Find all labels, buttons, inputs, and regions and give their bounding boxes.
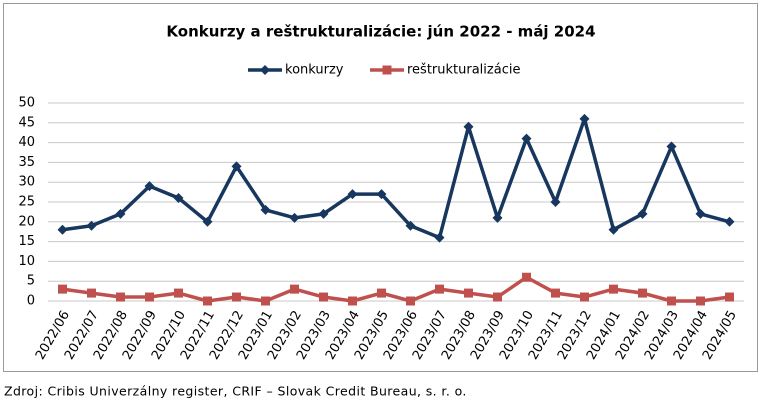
- data-point: [608, 224, 619, 235]
- data-point: [116, 292, 125, 302]
- data-point: [376, 189, 387, 200]
- y-tick-label: 35: [18, 155, 35, 170]
- data-point: [406, 296, 415, 306]
- data-point: [174, 288, 183, 298]
- legend-label: reštrukturalizácie: [407, 63, 520, 78]
- data-point: [492, 212, 503, 223]
- data-point: [145, 292, 154, 302]
- y-tick-label: 20: [18, 214, 35, 229]
- data-point: [115, 208, 126, 219]
- y-tick-label: 10: [18, 254, 35, 269]
- y-tick-label: 40: [18, 135, 35, 150]
- y-tick-label: 45: [18, 115, 35, 130]
- data-point: [464, 288, 473, 298]
- data-point: [724, 216, 735, 227]
- data-point: [290, 284, 299, 294]
- data-point: [551, 288, 560, 298]
- chart-border: [3, 3, 758, 372]
- data-point: [347, 189, 358, 200]
- data-point: [377, 288, 386, 298]
- data-point: [434, 232, 445, 243]
- series-line: [62, 275, 730, 303]
- data-point: [550, 197, 561, 207]
- chart-title: Konkurzy a reštrukturalizácie: jún 2022 …: [166, 23, 595, 41]
- data-point: [696, 296, 705, 306]
- data-point: [580, 292, 589, 302]
- y-tick-label: 25: [18, 195, 35, 210]
- data-point: [725, 292, 734, 302]
- data-point: [289, 212, 300, 223]
- y-tick-label: 5: [27, 274, 35, 289]
- data-point: [231, 161, 242, 172]
- data-point: [405, 220, 416, 231]
- legend-marker: [260, 65, 270, 75]
- data-point: [695, 208, 706, 219]
- data-point: [667, 296, 676, 306]
- y-tick-label: 50: [18, 96, 35, 111]
- data-point: [173, 193, 184, 204]
- data-point: [319, 292, 328, 302]
- data-point: [666, 141, 677, 152]
- data-point: [638, 288, 647, 298]
- y-tick-label: 0: [27, 294, 35, 309]
- data-point: [203, 296, 212, 306]
- source-note: Zdroj: Cribis Univerzálny register, CRIF…: [4, 384, 467, 399]
- y-tick-label: 15: [18, 234, 35, 249]
- series-line: [62, 117, 730, 240]
- legend-label: konkurzy: [285, 63, 344, 78]
- data-point: [260, 204, 271, 215]
- data-point: [521, 133, 532, 144]
- data-point: [435, 284, 444, 294]
- data-point: [318, 208, 329, 219]
- data-point: [579, 113, 590, 124]
- data-point: [609, 284, 618, 294]
- legend-marker: [382, 65, 392, 75]
- y-tick-label: 30: [18, 175, 35, 190]
- data-point: [493, 292, 502, 302]
- data-point: [637, 208, 648, 219]
- data-point: [58, 284, 67, 294]
- data-point: [348, 296, 357, 306]
- data-point: [86, 220, 97, 231]
- data-point: [87, 288, 96, 298]
- data-point: [463, 121, 474, 132]
- data-point: [57, 224, 68, 235]
- data-point: [232, 292, 241, 302]
- data-point: [522, 272, 531, 282]
- data-point: [261, 296, 270, 306]
- data-point: [144, 181, 155, 192]
- data-point: [202, 216, 213, 227]
